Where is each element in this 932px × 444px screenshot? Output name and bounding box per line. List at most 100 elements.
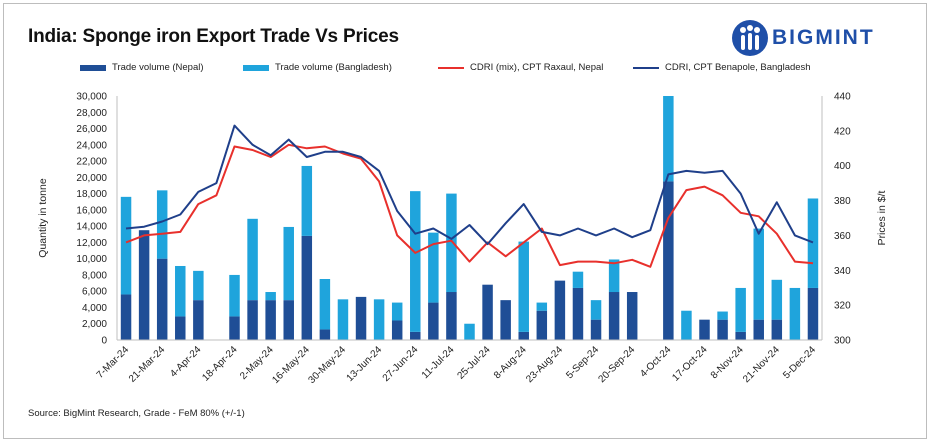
chart-legend: Trade volume (Nepal) Trade volume (Bangl… — [0, 62, 932, 82]
bar-nepal — [699, 319, 710, 340]
bar-nepal — [608, 292, 620, 340]
x-tick-label: 23-Aug-24 — [524, 344, 565, 385]
y2-tick-label: 400 — [834, 161, 851, 172]
y-tick-label: 22,000 — [76, 157, 107, 168]
bar-series — [120, 96, 819, 340]
brand-logo: BIGMINT — [730, 18, 900, 60]
y-tick-label: 0 — [101, 336, 107, 347]
bar-bangladesh — [735, 287, 746, 332]
x-tick-label: 4-Oct-24 — [638, 344, 674, 380]
bar-bangladesh — [156, 190, 168, 259]
bar-bangladesh — [247, 218, 258, 301]
y-tick-label: 6,000 — [82, 287, 107, 298]
legend-swatch-raxaul — [438, 66, 464, 69]
bar-bangladesh — [717, 311, 728, 320]
x-tick-label: 17-Oct-24 — [670, 344, 710, 384]
bar-nepal — [771, 319, 783, 340]
bar-bangladesh — [807, 198, 819, 288]
bar-nepal — [554, 280, 566, 340]
bar-bangladesh — [753, 228, 764, 320]
bar-nepal — [807, 287, 819, 340]
y-axis-label: Quantity in tonne — [37, 178, 49, 258]
x-tick-label: 5-Sep-24 — [564, 344, 601, 381]
y-tick-label: 24,000 — [76, 140, 107, 151]
bar-bangladesh — [175, 265, 186, 317]
bar-nepal — [193, 300, 204, 340]
bar-bangladesh — [771, 279, 783, 320]
legend-item-nepal: Trade volume (Nepal) — [80, 62, 204, 73]
y2-tick-label: 440 — [834, 92, 851, 103]
bar-bangladesh — [229, 274, 240, 317]
bar-nepal — [717, 319, 728, 340]
x-tick-label: 16-May-24 — [270, 344, 312, 386]
legend-item-raxaul: CDRI (mix), CPT Raxaul, Nepal — [438, 62, 603, 73]
y-tick-label: 14,000 — [76, 222, 107, 233]
y-axis-ticks: 0 2,000 4,000 6,000 8,000 10,000 12,000 14,000 1… — [76, 92, 118, 347]
y-tick-label: 8,000 — [82, 270, 107, 281]
y2-tick-label: 320 — [834, 301, 851, 312]
bar-bangladesh — [193, 270, 204, 301]
x-tick-label: 27-Jun-24 — [381, 344, 421, 384]
bar-bangladesh — [518, 241, 529, 332]
x-tick-label: 7-Mar-24 — [95, 344, 132, 381]
bar-bangladesh — [608, 259, 620, 293]
bar-nepal — [500, 300, 511, 340]
bar-nepal — [663, 181, 674, 340]
bar-bangladesh — [681, 310, 692, 340]
y2-tick-label: 380 — [834, 196, 851, 207]
bar-bangladesh — [663, 96, 674, 182]
legend-swatch-nepal — [80, 64, 106, 71]
y2-tick-label: 360 — [834, 231, 851, 242]
legend-item-bangladesh: Trade volume (Bangladesh) — [243, 62, 392, 73]
bar-nepal — [590, 319, 602, 340]
y-tick-label: 4,000 — [82, 303, 107, 314]
legend-swatch-benapole — [633, 66, 659, 69]
bar-nepal — [446, 292, 457, 340]
x-tick-label: 21-Mar-24 — [127, 344, 168, 385]
bar-bangladesh — [373, 299, 385, 340]
bar-nepal — [138, 230, 150, 340]
bar-nepal — [319, 329, 331, 340]
bar-nepal — [247, 300, 258, 340]
bar-nepal — [536, 310, 548, 340]
bar-nepal — [518, 331, 529, 340]
legend-label-benapole: CDRI, CPT Benapole, Bangladesh — [665, 62, 811, 73]
bar-bangladesh — [446, 193, 457, 293]
bar-bangladesh — [319, 279, 331, 330]
line-series — [125, 124, 814, 268]
legend-swatch-bangladesh — [243, 64, 269, 71]
legend-label-nepal: Trade volume (Nepal) — [112, 62, 204, 73]
legend-label-raxaul: CDRI (mix), CPT Raxaul, Nepal — [470, 62, 604, 73]
bar-nepal — [120, 294, 132, 340]
bar-nepal — [283, 300, 294, 340]
bigmint-logo-icon — [732, 20, 768, 56]
x-tick-label: 21-Nov-24 — [741, 344, 782, 385]
bar-nepal — [301, 235, 313, 340]
y-tick-label: 2,000 — [82, 319, 107, 330]
y-tick-label: 26,000 — [76, 124, 107, 135]
bar-nepal — [626, 292, 638, 340]
bar-bangladesh — [590, 300, 602, 320]
line-benapole — [125, 124, 814, 246]
x-tick-label: 20-Sep-24 — [597, 344, 638, 385]
y-tick-label: 10,000 — [76, 254, 107, 265]
bar-nepal — [753, 319, 764, 340]
x-tick-label: 8-Aug-24 — [492, 344, 529, 381]
y-tick-label: 28,000 — [76, 108, 107, 119]
bar-nepal — [391, 320, 403, 340]
y2-tick-label: 420 — [834, 126, 851, 137]
y2-axis-ticks: 300 320 340 360 380 400 420 440 — [821, 92, 851, 347]
bar-bangladesh — [265, 292, 276, 301]
bar-nepal — [175, 316, 186, 340]
bar-nepal — [428, 302, 439, 340]
bar-nepal — [229, 316, 240, 340]
bar-bangladesh — [410, 191, 421, 332]
line-raxaul — [125, 143, 814, 268]
y-tick-label: 12,000 — [76, 238, 107, 249]
bar-bangladesh — [572, 271, 584, 288]
x-tick-label: 4-Apr-24 — [168, 344, 204, 380]
y2-tick-label: 300 — [834, 336, 851, 347]
y-tick-label: 16,000 — [76, 205, 107, 216]
